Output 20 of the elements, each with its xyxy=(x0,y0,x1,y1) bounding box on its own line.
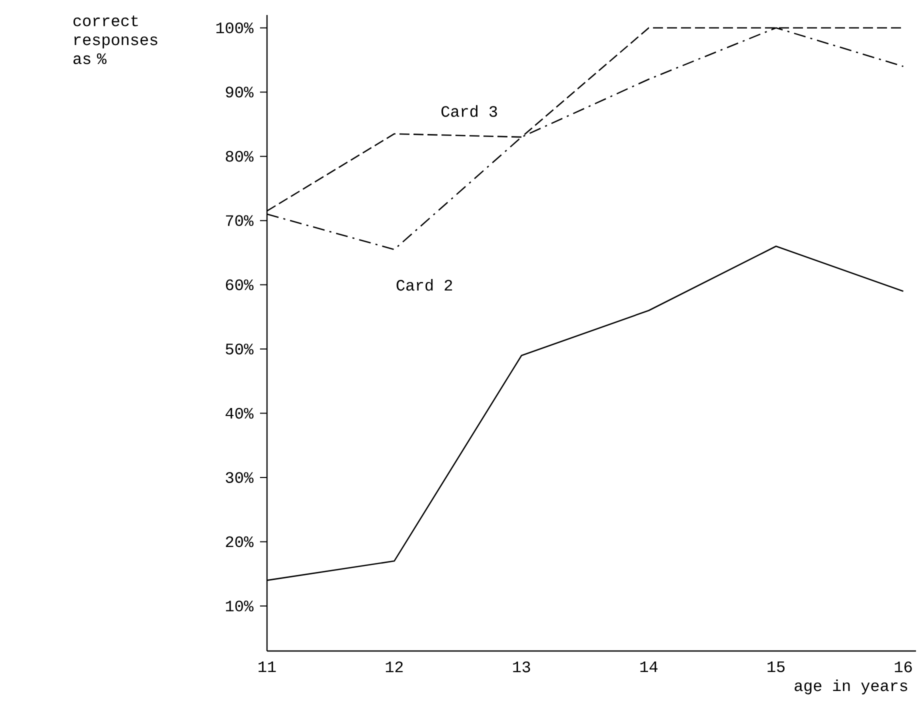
x-tick-label: 16 xyxy=(894,662,912,672)
y-tick-label: 70% xyxy=(226,215,254,226)
y-tick-label: 40% xyxy=(226,408,254,419)
y-tick-label: 10% xyxy=(226,600,254,612)
x-tick-label: 12 xyxy=(386,662,403,672)
y-tick-label: 20% xyxy=(226,536,254,548)
x-tick-label: 15 xyxy=(768,662,785,672)
series-label: Card 2 xyxy=(396,278,452,291)
y-tick-label: 100% xyxy=(216,22,254,34)
x-tick-label: 14 xyxy=(640,662,658,672)
y-tick-label: 60% xyxy=(226,279,254,290)
x-tick-label: 11 xyxy=(258,662,276,672)
series-label: Card 3 xyxy=(441,105,497,117)
y-tick-label: 30% xyxy=(226,472,254,483)
x-axis-title: age in years xyxy=(794,680,908,694)
y-tick-label: 80% xyxy=(226,150,254,162)
y-axis-title: correct responses as % xyxy=(73,16,158,64)
y-tick-label: 50% xyxy=(226,344,254,354)
y-tick-label: 90% xyxy=(226,86,254,98)
x-tick-label: 13 xyxy=(513,662,530,672)
